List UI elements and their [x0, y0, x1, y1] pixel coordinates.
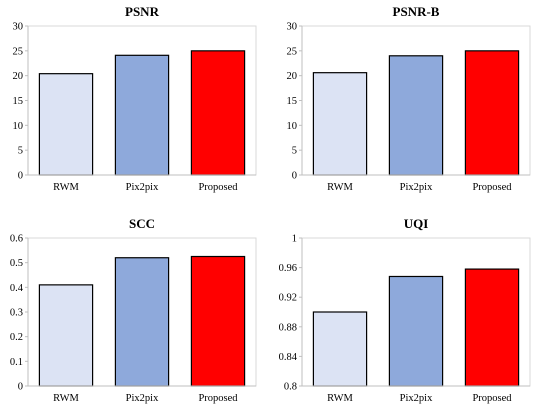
x-category-label: Proposed	[198, 393, 238, 404]
y-tick-label: 20	[13, 71, 24, 82]
bar-psnr-b-pix2pix	[388, 55, 444, 176]
y-tick-label: 0.88	[279, 322, 297, 333]
x-category-label: Pix2pix	[126, 393, 159, 404]
chart-psnr: PSNR 0 5 10 15 20 25 30 RWM Pix2pix Proposed	[13, 4, 257, 193]
chart-title-uqi: UQI	[404, 216, 429, 231]
y-tick-label: 30	[287, 22, 298, 33]
y-tick-label: 5	[292, 146, 297, 157]
y-tick-label: 0.3	[10, 308, 23, 319]
x-category-label: Pix2pix	[400, 182, 433, 193]
y-tick-label: 10	[13, 121, 24, 132]
x-category-label: Proposed	[198, 182, 238, 193]
bar-psnr-rwm	[38, 73, 94, 176]
x-category-label: Proposed	[472, 182, 512, 193]
chart-title-scc: SCC	[129, 216, 155, 231]
bar-uqi-rwm	[312, 311, 368, 387]
x-category-label: RWM	[53, 182, 79, 193]
bar-psnr-proposed	[190, 50, 246, 176]
y-tick-label: 0.8	[284, 382, 297, 393]
x-category-label: RWM	[327, 393, 353, 404]
y-tick-label: 15	[13, 96, 24, 107]
y-tick-label: 0.84	[279, 352, 298, 363]
bar-psnr-b-proposed	[464, 50, 520, 176]
y-tick-label: 30	[13, 22, 24, 33]
chart-title-psnr-b: PSNR-B	[393, 4, 440, 19]
y-tick-label: 5	[18, 146, 23, 157]
bar-uqi-proposed	[464, 268, 520, 387]
x-category-label: RWM	[53, 393, 79, 404]
y-tick-label: 1	[292, 234, 297, 245]
chart-title-psnr: PSNR	[125, 4, 160, 19]
chart-psnr-b: PSNR-B 0 5 10 15 20 25 30 RWM Pix2pix Proposed	[287, 4, 531, 193]
bar-psnr-b-rwm	[312, 72, 368, 176]
x-category-label: RWM	[327, 182, 353, 193]
y-tick-label: 0	[292, 171, 297, 182]
chart-uqi: UQI 0.8 0.84 0.88 0.92 0.96 1 RWM Pix2pix Propose…	[279, 216, 531, 404]
bar-psnr-pix2pix	[114, 54, 170, 176]
bar-scc-rwm	[38, 284, 94, 387]
y-tick-label: 10	[287, 121, 298, 132]
y-tick-label: 0	[18, 171, 23, 182]
y-tick-label: 0.5	[10, 258, 23, 269]
x-category-label: Pix2pix	[400, 393, 433, 404]
y-tick-label: 0.96	[279, 263, 297, 274]
y-tick-label: 0.2	[10, 332, 23, 343]
chart-scc: SCC 0 0.1 0.2 0.3 0.4 0.5 0.6 RWM Pix2pix Proposed	[10, 216, 257, 404]
y-tick-label: 0.4	[10, 283, 24, 294]
y-tick-label: 0.6	[10, 234, 23, 245]
bar-uqi-pix2pix	[388, 275, 444, 387]
y-tick-label: 15	[287, 96, 298, 107]
bar-scc-pix2pix	[114, 257, 170, 387]
x-category-label: Proposed	[472, 393, 512, 404]
y-tick-label: 0.1	[10, 357, 23, 368]
y-tick-label: 25	[13, 46, 24, 57]
y-tick-label: 0	[18, 382, 23, 393]
x-category-label: Pix2pix	[126, 182, 159, 193]
y-tick-label: 0.92	[279, 293, 297, 304]
y-tick-label: 20	[287, 71, 298, 82]
bar-scc-proposed	[190, 255, 246, 387]
y-tick-label: 25	[287, 46, 298, 57]
